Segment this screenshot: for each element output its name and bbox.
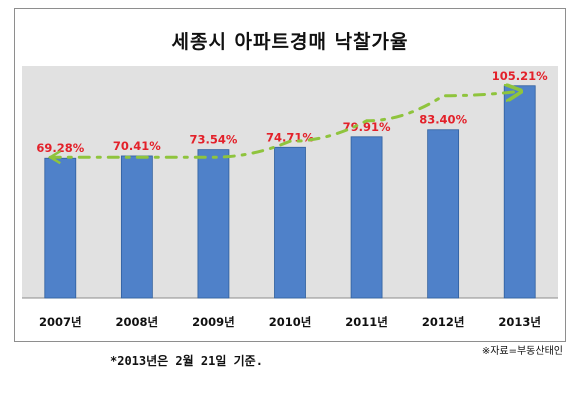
footnote: *2013년은 2월 21일 기준. xyxy=(110,354,263,368)
bar-4 xyxy=(274,146,306,299)
source-note: ※자료=부동산태인 xyxy=(481,346,563,357)
x-tick-label-3: 2009년 xyxy=(192,315,235,329)
x-tick-label-1: 2007년 xyxy=(39,315,82,329)
bar-5 xyxy=(350,136,383,299)
data-label-1: 69.28% xyxy=(36,141,84,155)
bar-6 xyxy=(427,129,460,299)
chart-title: 세종시 아파트경매 낙찰가율 xyxy=(171,31,409,53)
x-tick-label-2: 2008년 xyxy=(116,315,159,329)
data-label-2: 70.41% xyxy=(113,139,161,153)
x-tick-label-5: 2011년 xyxy=(345,315,388,329)
bar-2 xyxy=(120,155,153,299)
data-label-3: 73.54% xyxy=(189,133,237,147)
data-label-7: 105.21% xyxy=(492,69,548,83)
bar-7 xyxy=(503,85,536,299)
data-label-5: 79.91% xyxy=(343,120,391,134)
trend-arrow xyxy=(48,92,515,159)
bar-1 xyxy=(44,157,77,299)
x-tick-label-4: 2010년 xyxy=(269,315,312,329)
data-label-6: 83.40% xyxy=(419,113,467,127)
bar-3 xyxy=(197,149,230,299)
trend-arrow-tail-head xyxy=(47,150,61,165)
x-tick-label-6: 2012년 xyxy=(422,315,465,329)
x-tick-label-7: 2013년 xyxy=(498,315,541,329)
